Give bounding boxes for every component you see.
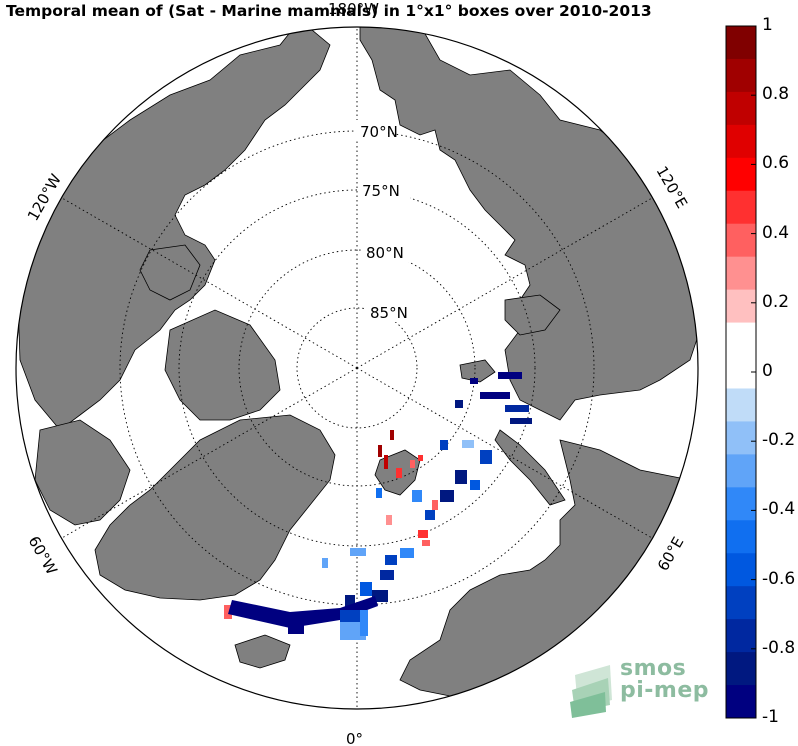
logo-pimep: pi-mep [620,678,710,703]
land-taymyr [504,294,561,336]
lat-label-75: 75°N [362,182,400,200]
lon-label-60e: 60°E [654,534,688,574]
colorbar-segment [726,58,756,93]
colorbar-segment [726,157,756,192]
colorbar-tick-label: -0.2 [762,430,796,451]
colorbar-segment [726,619,756,653]
land-masses [17,27,698,709]
colorbar-tick-label: -0.8 [762,637,796,658]
lat-label-70: 70°N [360,123,398,141]
colorbar-tick-label: -0.4 [762,499,796,520]
colorbar-segment [726,388,756,422]
lat-label-80: 80°N [366,244,404,262]
colorbar-segment [726,91,756,126]
land-siberia [359,27,698,421]
lat-labels: 70°N 75°N 80°N 85°N [356,120,418,322]
lon-label-180w: 180°W [328,0,379,18]
chart-title: Temporal mean of (Sat - Marine mammals) … [6,2,652,20]
colorbar-segment [726,454,756,488]
colorbar-segment [726,652,756,686]
colorbar-tick-label: -0.6 [762,568,796,589]
colorbar-segment [726,124,756,159]
colorbar-tick-label: -1 [762,707,779,727]
colorbar [726,25,756,719]
lon-label-120e: 120°E [653,163,691,211]
colorbar-tick-label: 0.4 [762,222,790,243]
colorbar-segment [726,223,756,258]
lat-label-85: 85°N [370,304,408,322]
colorbar-frame [725,25,757,719]
data-boxes-positive [224,430,438,619]
land-arctic-islands [139,244,201,301]
colorbar-segment [726,256,756,291]
colorbar-segment [726,26,756,60]
colorbar-segment [726,487,756,521]
lon-label-60w: 60°W [25,533,61,578]
land-iceland [234,634,291,669]
colorbar-tick-label: 0.2 [762,291,790,312]
colorbar-tick-label: 0.6 [762,153,790,174]
colorbar-segment [726,289,756,324]
colorbar-segment [726,322,756,357]
land-novaya-zemlya [494,429,566,506]
land-greenland [94,414,336,601]
colorbar-tick-label: 0 [762,361,773,381]
colorbar-segment [726,190,756,225]
map-border [15,26,699,710]
smos-pimep-logo-icon [570,665,612,718]
logo-smos: smos [620,656,687,681]
colorbar-segment [726,553,756,587]
colorbar-segment [726,421,756,455]
colorbar-segment [726,586,756,620]
colorbar-segment [726,520,756,554]
graticule [61,27,653,709]
colorbar-segment [726,685,756,719]
data-boxes-negative [228,372,532,640]
colorbar-tick-label: 0.8 [762,84,790,105]
land-franz-josef [459,359,496,383]
colorbar-tick-label: 1 [762,15,773,35]
lon-label-0: 0° [346,730,363,746]
land-ellesmere [164,309,281,421]
